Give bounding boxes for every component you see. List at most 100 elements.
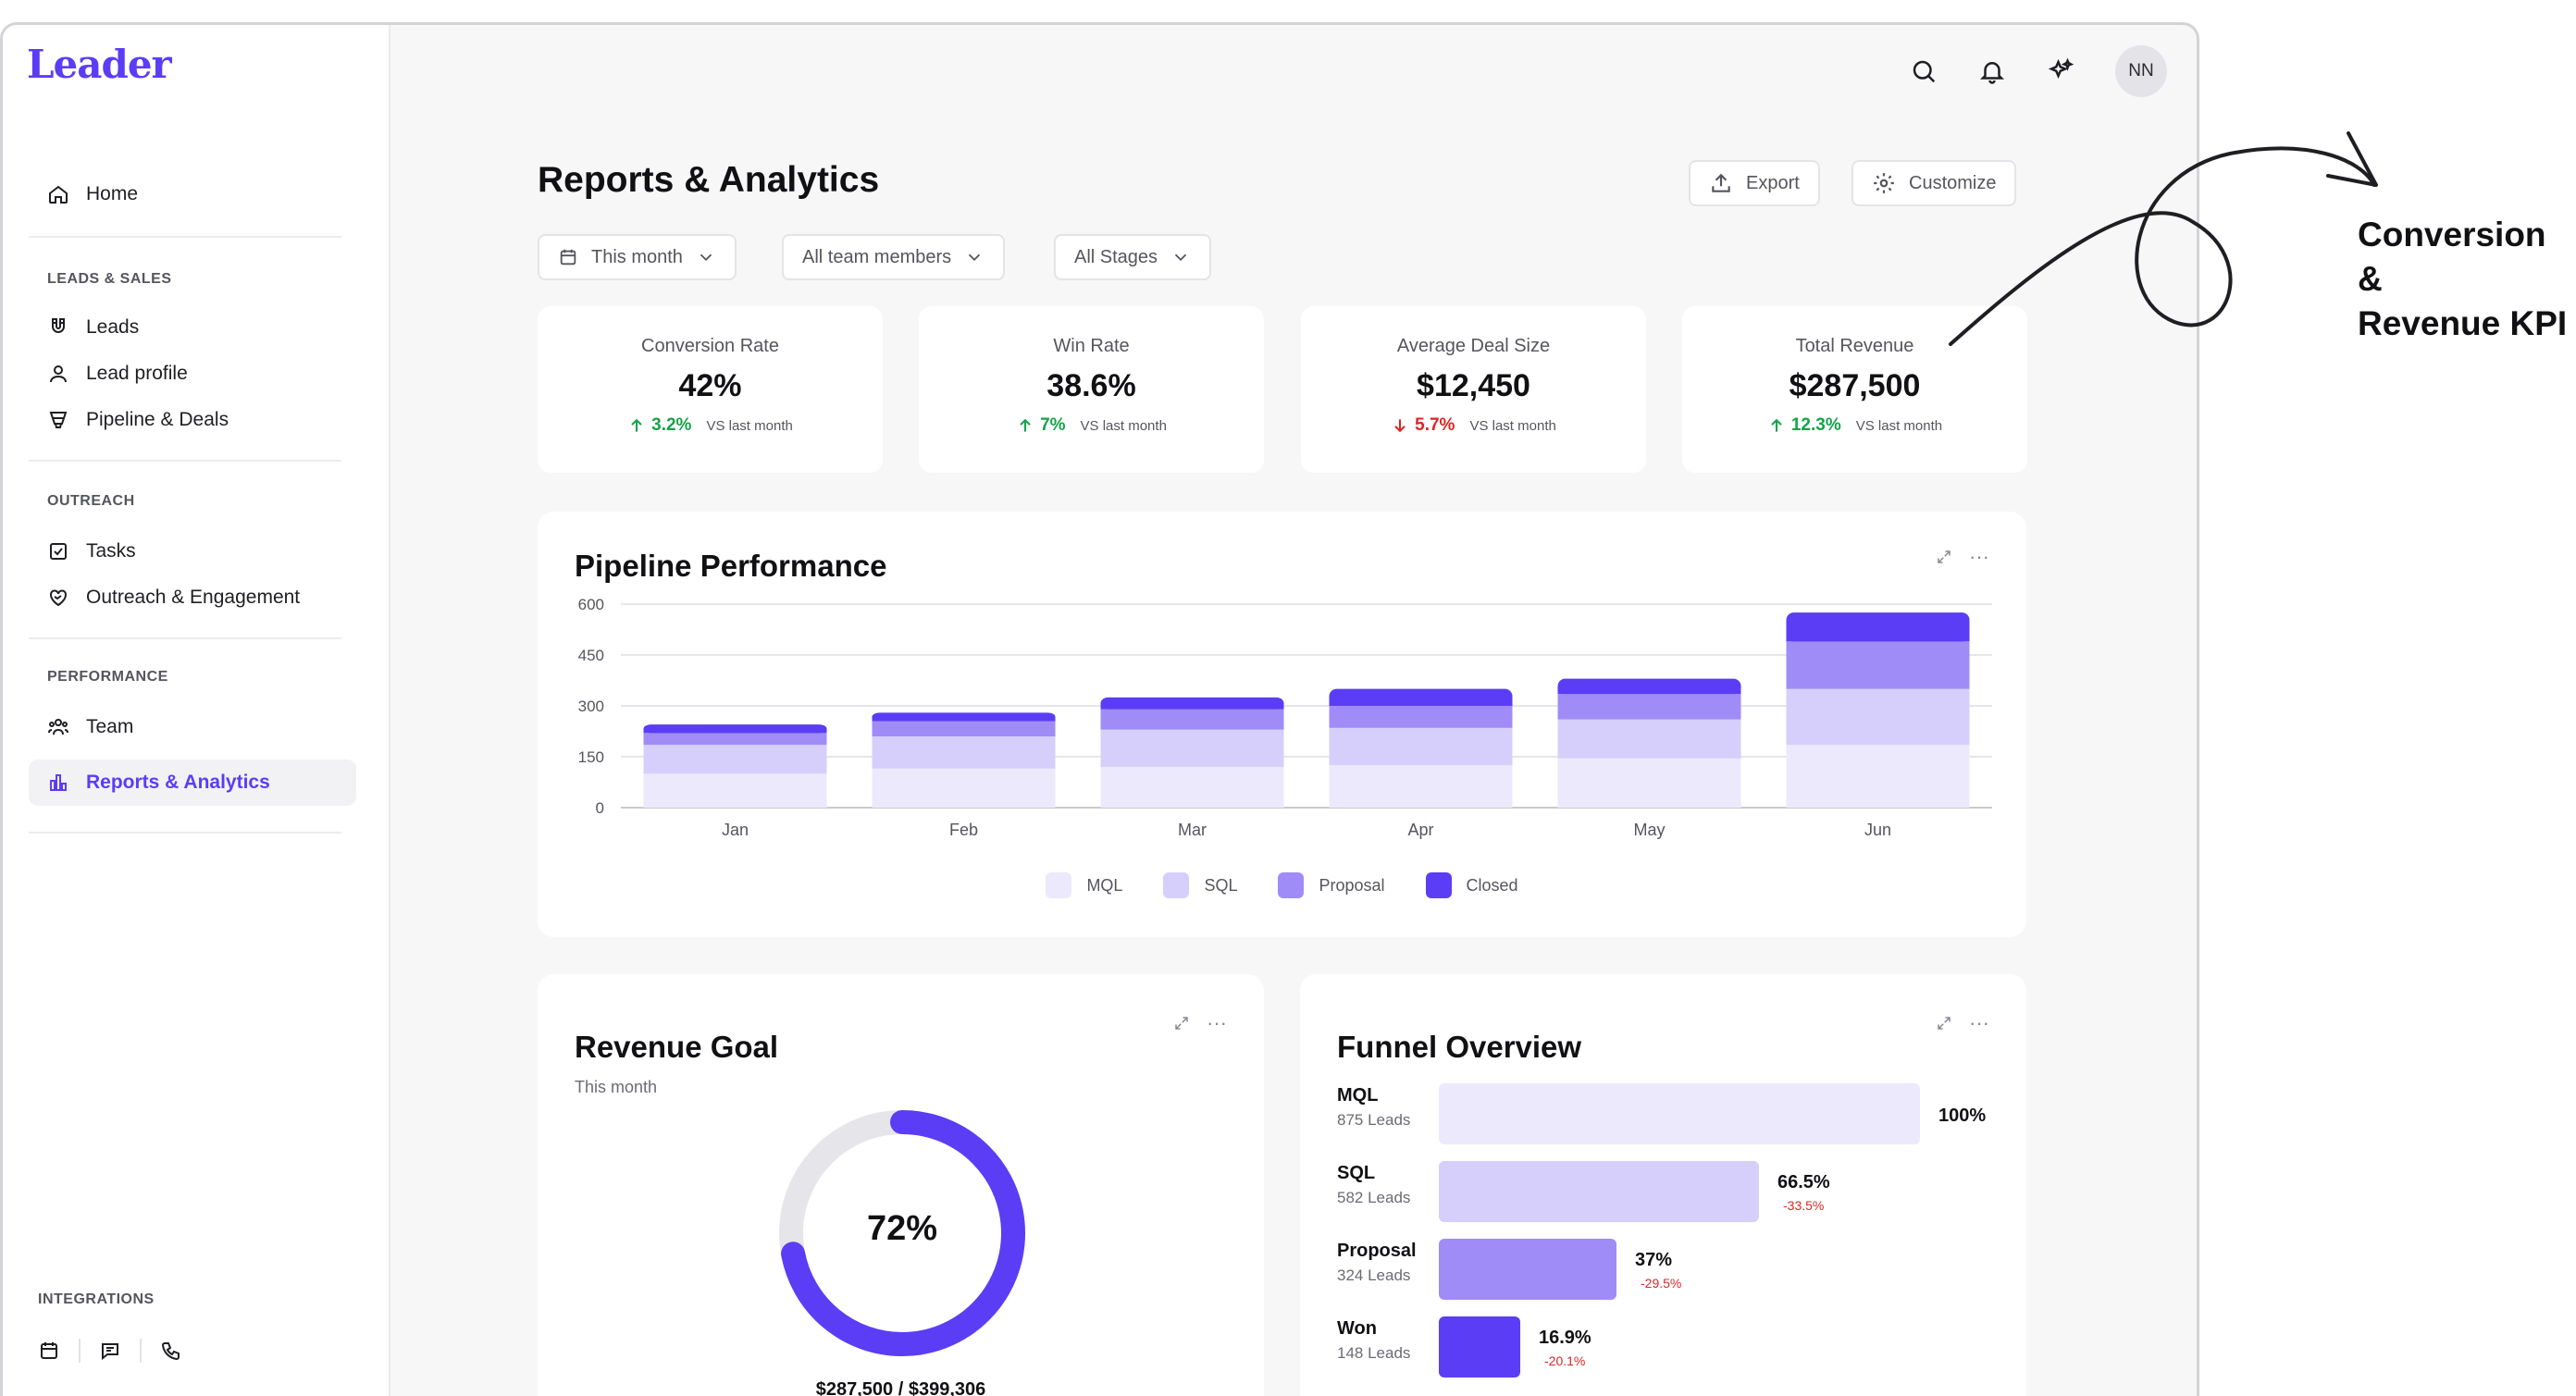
team-filter[interactable]: All team members [782,234,1006,280]
period-filter[interactable]: This month [538,234,737,280]
customize-button[interactable]: Customize [1852,160,2017,206]
divider [29,460,341,462]
chart-legend: MQL SQL Proposal Closed [538,872,2026,898]
kpi-label: Total Revenue [1795,336,1914,356]
funnel-row[interactable]: Won 148 Leads 16.9% -20.1% [1337,1316,2022,1377]
bell-icon[interactable] [1978,57,2006,85]
bar-proposal-may[interactable] [1557,694,1741,720]
funnel-bar [1439,1239,1616,1300]
funnel-stage-leads: 582 Leads [1337,1189,1411,1206]
funnel-row[interactable]: Proposal 324 Leads 37% -29.5% [1337,1239,2022,1300]
revenue-goal-percent: 72% [866,1209,938,1248]
kpi-value: $12,450 [1417,368,1530,403]
bar-mql-apr[interactable] [1329,765,1513,808]
revenue-goal-card: Revenue Goal This month ··· 72% $287,500… [538,974,1264,1396]
sparkles-icon[interactable] [2047,57,2074,85]
legend-item-sql[interactable]: SQL [1163,872,1237,898]
bar-mql-feb[interactable] [872,768,1056,808]
bar-proposal-jun[interactable] [1786,641,1970,689]
bar-sql-feb[interactable] [872,736,1056,769]
annotation-arrow [1949,131,2378,346]
bar-sql-mar[interactable] [1100,729,1284,767]
sidebar-item-outreach-engagement[interactable]: Outreach & Engagement [29,574,356,621]
y-tick-label: 300 [578,698,604,715]
bar-cap-fill [643,728,827,734]
stages-filter-value: All Stages [1074,246,1158,267]
funnel-stage-leads: 324 Leads [1337,1266,1411,1284]
divider [29,637,341,639]
sidebar-item-tasks[interactable]: Tasks [29,528,356,574]
phone-icon[interactable] [160,1340,182,1362]
sidebar-item-pipeline-deals[interactable]: Pipeline & Deals [29,397,356,443]
bar-sql-apr[interactable] [1329,727,1513,766]
export-button[interactable]: Export [1689,160,1820,206]
bar-proposal-mar[interactable] [1100,709,1284,730]
funnel-percent: 37% [1635,1250,1673,1270]
kpi-delta-value: 7% [1040,415,1066,435]
kpi-card: Conversion Rate 42% 3.2% VS last month [538,306,883,473]
divider [29,832,341,834]
team-icon [48,719,68,735]
funnel-title: Funnel Overview [1337,1030,1582,1064]
legend-label: Closed [1466,875,1518,895]
kpi-value: $287,500 [1789,368,1921,403]
expand-icon[interactable] [1936,549,1952,565]
bar-mql-jun[interactable] [1786,745,1970,808]
revenue-goal-subtitle: This month [575,1078,658,1096]
sidebar-item-team[interactable]: Team [29,704,356,750]
sidebar: Leader Home LEADS & SALES Leads Lead pro… [3,25,390,1396]
legend-swatch [1278,872,1305,898]
funnel-percent: 16.9% [1539,1328,1591,1348]
calendar-icon [560,249,576,266]
x-tick-label: Apr [1407,821,1433,839]
revenue-goal-amount: $287,500 / $399,306 [815,1379,986,1396]
integrations-label: INTEGRATIONS [38,1291,155,1307]
sidebar-item-reports-analytics[interactable]: Reports & Analytics [29,760,356,806]
avatar[interactable]: NN [2115,45,2167,97]
annotation-label: Conversion & Revenue KPI [2358,213,2576,346]
sidebar-item-leads[interactable]: Leads [29,304,356,351]
sidebar-item-home[interactable]: Home [29,171,356,217]
bar-proposal-jan[interactable] [643,733,827,746]
bar-mql-mar[interactable] [1100,767,1284,808]
bar-sql-may[interactable] [1557,719,1741,759]
funnel-bar [1439,1083,1920,1144]
expand-icon[interactable] [1936,1015,1952,1032]
section-label-leads-sales: LEADS & SALES [47,271,172,287]
funnel-row[interactable]: SQL 582 Leads 66.5% -33.5% [1337,1161,2022,1222]
kpi-label: Average Deal Size [1396,336,1551,356]
legend-item-proposal[interactable]: Proposal [1278,872,1385,898]
app-logo: Leader [27,42,172,87]
bar-sql-jan[interactable] [643,745,827,774]
kpi-card: Total Revenue $287,500 12.3% VS last month [1682,306,2027,473]
bar-chart-icon [50,774,67,791]
chat-icon[interactable] [99,1340,121,1362]
sidebar-item-label: Pipeline & Deals [86,409,229,430]
gear-icon [1874,173,1894,193]
funnel-stage-name: Won [1337,1318,1377,1339]
bar-proposal-apr[interactable] [1329,706,1513,728]
arrow-down-icon [1394,419,1406,433]
more-icon[interactable]: ··· [1969,1011,1989,1034]
bar-mql-may[interactable] [1557,758,1741,808]
bar-proposal-feb[interactable] [872,721,1056,737]
sidebar-item-label: Outreach & Engagement [86,587,301,608]
more-icon[interactable]: ··· [1207,1011,1227,1034]
more-icon[interactable]: ··· [1969,545,1989,568]
period-filter-value: This month [591,246,683,267]
calendar-icon[interactable] [38,1340,60,1362]
kpi-delta: 5.7% VS last month [1301,415,1646,436]
sidebar-item-lead-profile[interactable]: Lead profile [29,351,356,397]
legend-item-closed[interactable]: Closed [1425,872,1518,898]
stages-filter[interactable]: All Stages [1054,234,1212,280]
legend-item-mql[interactable]: MQL [1046,872,1122,898]
kpi-vs-label: VS last month [1469,417,1556,434]
card-tools: ··· [1936,1011,1989,1035]
expand-icon[interactable] [1173,1015,1190,1032]
annotation-line: Revenue KPI [2358,304,2568,342]
bar-sql-jun[interactable] [1786,688,1970,746]
integrations-bar [38,1339,182,1363]
search-icon[interactable] [1910,57,1938,85]
bar-mql-jan[interactable] [643,773,827,808]
funnel-row[interactable]: MQL 875 Leads 100% [1337,1083,2022,1144]
